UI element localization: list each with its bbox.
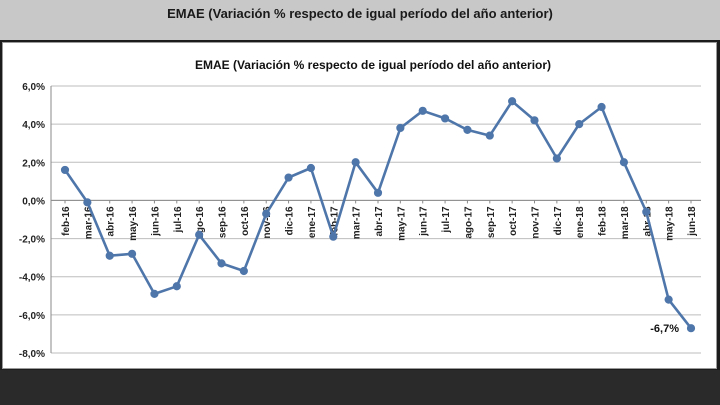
line-chart: EMAE (Variación % respecto de igual perí… [19,58,701,360]
header-band [0,0,720,40]
y-tick-label: 6,0% [22,82,45,93]
data-point [373,188,383,197]
data-point [306,163,316,173]
data-point [150,289,159,298]
x-tick-label: mar-16 [83,206,94,239]
data-point [575,120,584,129]
x-tick-label: ene-17 [307,206,318,238]
footer-band [0,370,720,405]
data-point [284,173,293,182]
chart-container: EMAE (Variación % respecto de igual perí… [2,42,717,369]
data-point [329,232,338,241]
data-point [262,209,271,218]
x-tick-label: jun-17 [419,206,430,237]
data-point [552,154,561,163]
y-tick-label: -4,0% [19,273,45,284]
x-axis: feb-16 mar-16 abr-16 may-16 jun-16 jul-16 ago-… [51,199,701,241]
x-tick-label: feb-18 [598,206,609,236]
data-point [195,230,204,239]
x-tick-label: may-16 [128,206,139,241]
data-point [642,207,651,216]
data-point [172,282,181,291]
data-point [597,102,606,112]
x-tick-label: dic-17 [553,206,564,235]
data-point [664,295,673,304]
y-tick-label: -6,0% [19,311,45,322]
series-emae [60,97,696,333]
y-tick-label: 2,0% [22,158,45,169]
data-point [463,125,472,134]
data-point [239,266,248,276]
x-tick-label: feb-17 [329,206,340,236]
chart-title: EMAE (Variación % respecto de igual perí… [195,58,551,72]
data-point [530,116,539,125]
x-tick-label: oct-17 [508,206,519,236]
y-tick-label: -8,0% [19,349,45,360]
x-tick-label: may-18 [665,206,676,241]
data-point [485,131,494,140]
x-tick-label: sep-17 [486,206,497,238]
y-tick-label: 0,0% [22,196,45,207]
data-point [619,158,629,167]
data-point [60,165,70,175]
y-axis: 6,0% 4,0% 2,0% 0,0% -2,0% -4,0% -6,0% -8,0% [19,82,52,360]
data-point [440,114,450,123]
x-tick-label: jul-17 [441,206,452,234]
x-tick-label: mar-17 [352,206,363,239]
data-point [127,249,137,258]
header-title: EMAE (Variación % respecto de igual perí… [167,6,553,21]
y-tick-label: 4,0% [22,120,45,131]
data-point [83,198,92,207]
x-tick-label: oct-16 [240,206,251,236]
data-point [351,158,360,167]
data-point [418,106,427,115]
x-tick-label: abr-17 [374,206,385,236]
x-tick-label: feb-16 [61,206,72,236]
annotations: -6,7% [650,323,679,335]
y-tick-label: -2,0% [19,235,45,246]
x-tick-label: ago-17 [463,206,474,239]
data-point [105,251,114,260]
data-point [396,123,405,133]
x-tick-label: mar-18 [620,206,631,239]
x-tick-label: nov-16 [262,206,273,239]
x-tick-label: ene-18 [575,206,586,238]
data-label-last: -6,7% [650,323,679,335]
data-point [686,324,696,333]
x-tick-label: abr-16 [106,206,117,236]
x-tick-label: jun-18 [687,206,698,237]
x-tick-label: jun-16 [150,206,161,237]
x-tick-label: dic-16 [285,206,296,235]
x-tick-label: may-17 [396,206,407,241]
x-tick-label: ago-16 [195,206,206,239]
data-point [217,259,226,268]
x-tick-label: sep-16 [218,206,229,238]
x-tick-label: jul-16 [173,206,184,234]
x-tick-label: nov-17 [531,206,542,239]
data-point [508,97,517,106]
